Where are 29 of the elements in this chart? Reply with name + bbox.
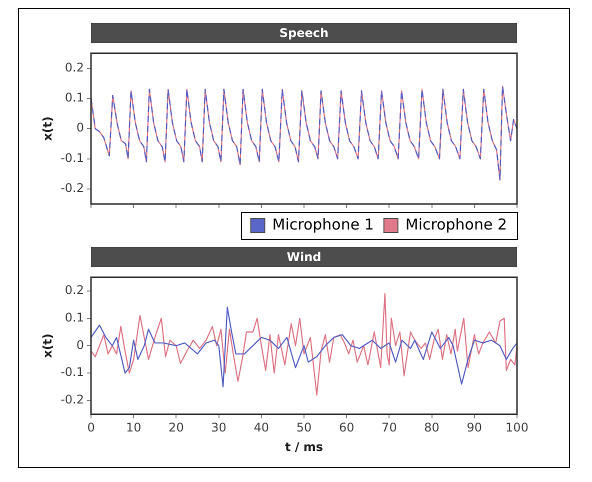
y-axis-title: x(t) [40,116,54,141]
y-tick-label: -0.2 [60,392,84,407]
x-tick-label: 20 [168,420,184,435]
y-tick-label: -0.1 [60,150,84,165]
y-axis-title: x(t) [40,333,54,358]
chart-title: Speech [91,23,517,43]
y-tick-label: 0 [76,120,84,135]
x-tick-label: 50 [296,420,312,435]
y-tick-label: -0.2 [60,181,84,196]
line-series [91,86,517,180]
x-tick-label: 30 [211,420,226,435]
x-tick-label: 40 [254,420,270,435]
y-tick-label: 0.2 [64,283,84,298]
legend-label: Microphone 2 [405,215,507,234]
y-tick-label: 0.1 [64,310,84,324]
x-axis-title: t / ms [284,440,324,454]
x-tick-label: 70 [382,420,397,435]
x-tick-label: 80 [424,420,440,435]
chart-title: Wind [91,247,517,267]
x-tick-label: 60 [338,420,354,435]
x-tick-label: 100 [506,420,528,435]
x-tick-label: 0 [87,420,95,435]
y-tick-label: 0 [76,338,84,352]
x-tick-label: 10 [126,420,142,435]
x-tick-label: 90 [466,420,482,435]
legend-label: Microphone 1 [272,215,374,234]
y-tick-label: 0.1 [64,90,84,105]
y-tick-label: 0.2 [64,60,84,74]
y-tick-label: -0.1 [60,365,84,380]
